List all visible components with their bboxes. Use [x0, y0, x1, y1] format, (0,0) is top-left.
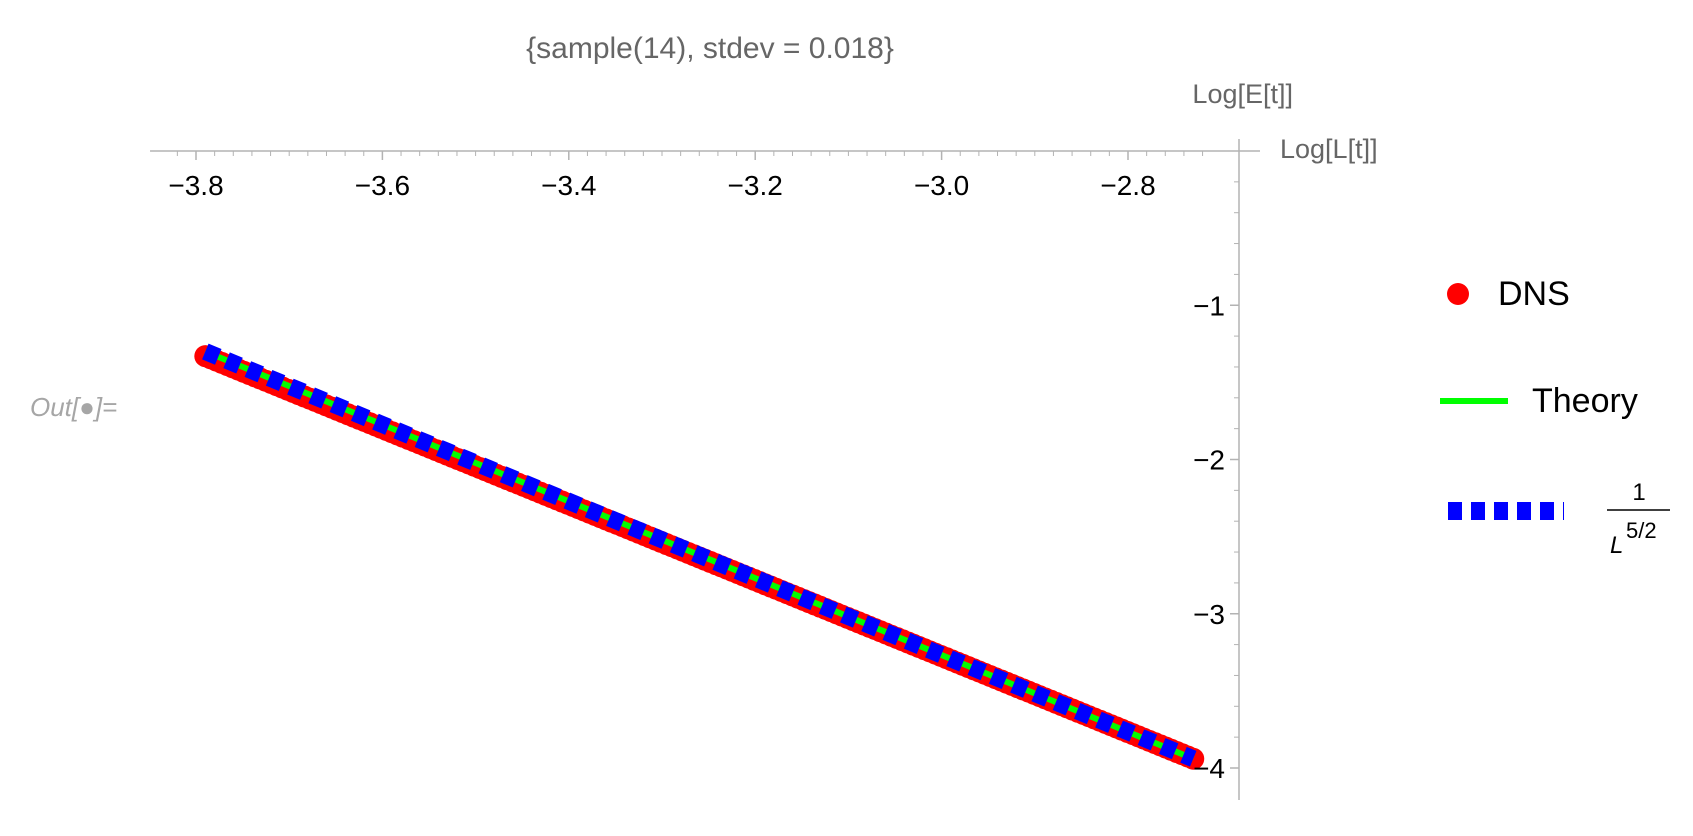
- out-cell-label: Out[●]=: [30, 392, 118, 422]
- legend-entry-dns: DNS: [1447, 275, 1570, 313]
- axes: −3.8 −3.6 −3.4 −3.2 −3.0 −2.8 −1 −2 −3 −4: [150, 139, 1260, 800]
- legend-entry-power-law: 1 L 5/2: [1448, 479, 1670, 559]
- legend-power-law-numerator: 1: [1632, 479, 1645, 506]
- x-tick-label: −3.2: [728, 170, 783, 201]
- y-axis-label: Log[E[t]]: [1192, 79, 1293, 109]
- y-tick-label: −4: [1193, 753, 1225, 784]
- power-law-line: [202, 343, 1197, 767]
- x-tick-label: −2.8: [1100, 170, 1155, 201]
- y-tick-label: −1: [1193, 290, 1225, 321]
- x-tick-label: −3.6: [355, 170, 410, 201]
- legend-entry-theory: Theory: [1440, 382, 1638, 420]
- x-axis-label: Log[L[t]]: [1280, 134, 1378, 164]
- plot-area: [194, 343, 1205, 770]
- y-tick-label: −3: [1193, 599, 1225, 630]
- legend-power-law-base: L: [1610, 532, 1623, 559]
- legend-power-law-exponent: 5/2: [1626, 518, 1657, 543]
- legend-theory-label: Theory: [1532, 382, 1638, 420]
- legend-dns-marker: [1447, 283, 1469, 305]
- chart-title: {sample(14), stdev = 0.018}: [526, 32, 894, 65]
- x-tick-label: −3.4: [541, 170, 596, 201]
- legend: DNS Theory 1 L 5/2: [1440, 275, 1670, 559]
- legend-dns-label: DNS: [1498, 275, 1570, 313]
- x-tick-label: −3.0: [914, 170, 969, 201]
- x-tick-label: −3.8: [168, 170, 223, 201]
- y-tick-label: −2: [1193, 445, 1225, 476]
